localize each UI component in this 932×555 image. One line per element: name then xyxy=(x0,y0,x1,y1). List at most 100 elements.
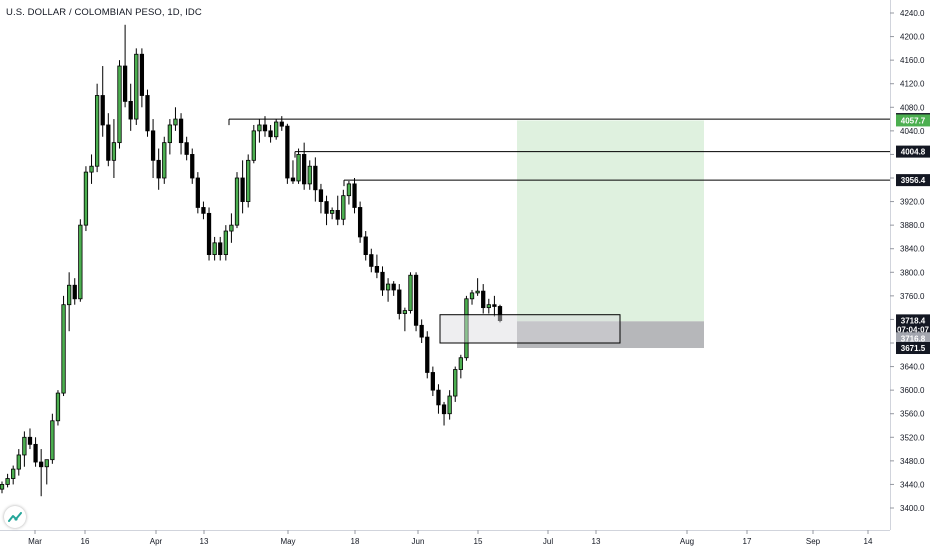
candle-body[interactable] xyxy=(106,124,111,161)
candle-body[interactable] xyxy=(139,53,145,96)
candle-body[interactable] xyxy=(22,436,27,456)
x-tick-label: 15 xyxy=(474,537,483,546)
candle-body[interactable] xyxy=(218,242,223,256)
candle-body[interactable] xyxy=(475,290,480,294)
candle-body[interactable] xyxy=(318,189,324,202)
candle-body[interactable] xyxy=(430,372,435,391)
candle-body[interactable] xyxy=(111,142,117,161)
candle-body[interactable] xyxy=(0,484,5,490)
candle-body[interactable] xyxy=(122,65,128,102)
candle-body[interactable] xyxy=(234,177,240,226)
candle-body[interactable] xyxy=(436,389,441,406)
candle-body[interactable] xyxy=(391,283,396,291)
candle-body[interactable] xyxy=(195,177,200,208)
candle-body[interactable] xyxy=(162,142,167,179)
candle-body[interactable] xyxy=(413,274,419,326)
candle-body[interactable] xyxy=(492,304,497,307)
candle-body[interactable] xyxy=(67,284,72,306)
candle-body[interactable] xyxy=(425,336,430,373)
candle-body[interactable] xyxy=(268,130,273,138)
candle-body[interactable] xyxy=(246,159,251,202)
long-position-profit-zone[interactable] xyxy=(517,120,704,322)
candle-body[interactable] xyxy=(72,284,77,300)
candle-body[interactable] xyxy=(313,165,318,191)
candle-body[interactable] xyxy=(402,310,408,314)
candle-body[interactable] xyxy=(184,142,189,155)
candle-body[interactable] xyxy=(380,271,385,291)
candle-body[interactable] xyxy=(33,443,38,463)
zone-rectangle[interactable] xyxy=(439,314,621,344)
candle-body[interactable] xyxy=(357,207,363,238)
tradingview-logo-icon[interactable] xyxy=(4,506,26,528)
candle-body[interactable] xyxy=(262,124,268,132)
candle-body[interactable] xyxy=(458,357,463,370)
candle-body[interactable] xyxy=(134,53,139,120)
candle-body[interactable] xyxy=(346,183,352,197)
candle-body[interactable] xyxy=(469,292,475,300)
candle-body[interactable] xyxy=(307,165,312,185)
candle-body[interactable] xyxy=(341,195,346,220)
y-tick-label: 4200.0 xyxy=(900,33,925,42)
candle-body[interactable] xyxy=(50,420,55,461)
candle-body[interactable] xyxy=(257,124,262,132)
candle-body[interactable] xyxy=(117,65,122,144)
candle-body[interactable] xyxy=(5,478,10,485)
candle-body[interactable] xyxy=(274,121,279,138)
candle-body[interactable] xyxy=(324,201,329,214)
candle-body[interactable] xyxy=(212,242,217,256)
candle-body[interactable] xyxy=(128,100,133,120)
candle-body[interactable] xyxy=(374,265,380,273)
candle-body[interactable] xyxy=(16,454,21,470)
candle-body[interactable] xyxy=(83,171,89,226)
candle-body[interactable] xyxy=(481,290,486,309)
candle-body[interactable] xyxy=(167,124,172,144)
candle-body[interactable] xyxy=(223,230,228,256)
candle-body[interactable] xyxy=(385,283,391,291)
candle-body[interactable] xyxy=(240,177,245,202)
candle-body[interactable] xyxy=(150,130,156,161)
candle-body[interactable] xyxy=(39,461,44,468)
candle-body[interactable] xyxy=(190,154,195,179)
candle-body[interactable] xyxy=(352,183,357,208)
candle-body[interactable] xyxy=(173,118,178,126)
candle-body[interactable] xyxy=(206,212,212,256)
candle-body[interactable] xyxy=(285,125,290,179)
candle-body[interactable] xyxy=(61,304,66,394)
y-tick-label: 3600.0 xyxy=(900,386,925,395)
candle-body[interactable] xyxy=(335,210,340,220)
candle-body[interactable] xyxy=(408,274,413,311)
candle-body[interactable] xyxy=(296,154,301,182)
candle-body[interactable] xyxy=(363,236,368,256)
candle-body[interactable] xyxy=(302,154,307,185)
candle-body[interactable] xyxy=(145,95,150,132)
candle-body[interactable] xyxy=(100,95,105,126)
candle-body[interactable] xyxy=(251,130,256,161)
candle-body[interactable] xyxy=(27,436,33,445)
candle-body[interactable] xyxy=(453,369,458,397)
candle-body[interactable] xyxy=(201,207,206,214)
candle-body[interactable] xyxy=(290,177,296,182)
long-position-stop-zone[interactable] xyxy=(517,321,704,349)
candle-body[interactable] xyxy=(464,298,469,359)
candle-body[interactable] xyxy=(78,224,83,300)
candle-body[interactable] xyxy=(330,210,335,214)
candle-body[interactable] xyxy=(94,95,100,167)
candle-body[interactable] xyxy=(447,395,452,415)
candle-body[interactable] xyxy=(44,459,49,468)
candle-body[interactable] xyxy=(11,468,16,479)
candle-body[interactable] xyxy=(486,304,491,309)
candle-body[interactable] xyxy=(497,306,503,322)
candle-body[interactable] xyxy=(156,159,161,179)
candle-body[interactable] xyxy=(89,165,94,173)
candle-body[interactable] xyxy=(419,324,424,338)
candle-body[interactable] xyxy=(55,392,61,422)
candle-body[interactable] xyxy=(397,289,402,314)
candle-body[interactable] xyxy=(178,118,184,144)
candle-body[interactable] xyxy=(279,121,284,127)
level-price-label-bg xyxy=(896,174,930,187)
candle-body[interactable] xyxy=(229,224,234,232)
candle-body[interactable] xyxy=(441,404,447,415)
candle-body[interactable] xyxy=(369,254,374,267)
